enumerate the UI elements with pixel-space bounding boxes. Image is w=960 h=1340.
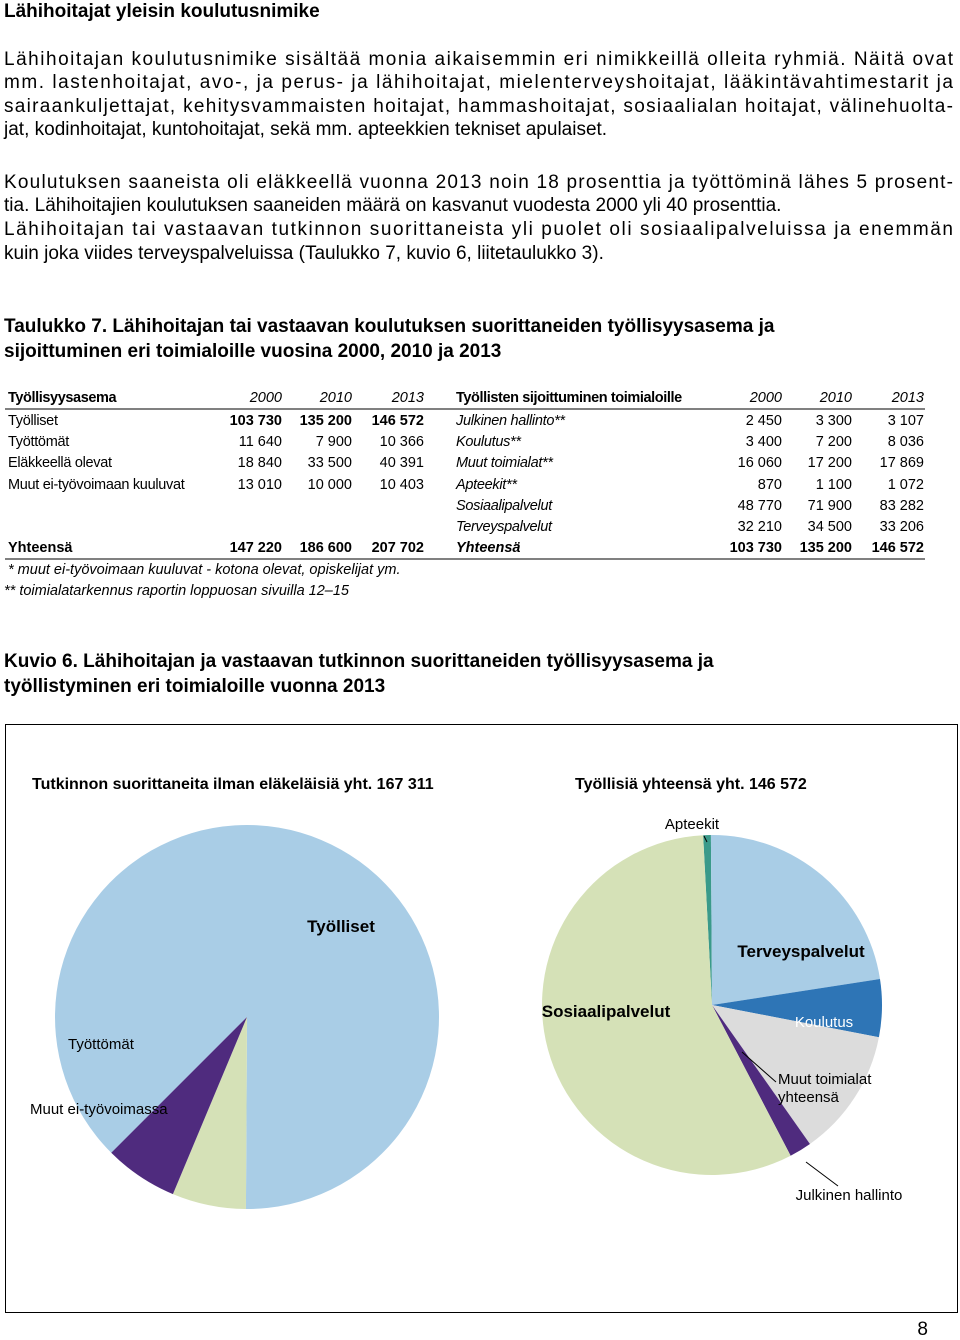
pie-slice — [541, 835, 791, 1176]
table-cell: Koulutus** — [456, 434, 522, 450]
table-note: * muut ei-työvoimaan kuuluvat - kotona o… — [8, 562, 401, 578]
table-cell: 17 200 — [808, 455, 852, 471]
figure-caption: työllistyminen eri toimialoille vuonna 2… — [4, 676, 385, 697]
table-header: 2000 — [249, 390, 282, 406]
paragraph-line: jat, kodinhoitajat, kuntohoitajat, sekä … — [3, 119, 607, 140]
table-cell: 48 770 — [738, 498, 782, 514]
table-cell: 33 500 — [308, 455, 352, 471]
table-note: ** toimialatarkennus raportin loppuosan … — [4, 583, 350, 599]
pie-label: Muut ei-työvoimassa — [30, 1101, 168, 1118]
table-cell: Muut toimialat** — [456, 455, 554, 471]
table-total: Yhteensä — [456, 540, 520, 556]
table-cell: 8 036 — [888, 434, 924, 450]
table-cell: 3 107 — [888, 413, 924, 429]
table-cell: 11 640 — [239, 434, 282, 450]
table-cell: Eläkkeellä olevat — [8, 455, 112, 471]
table-header: 2010 — [319, 390, 352, 406]
table-cell: 40 391 — [380, 455, 424, 471]
table-cell: 135 200 — [300, 413, 352, 429]
table-total: 135 200 — [800, 540, 852, 556]
table-cell: 1 100 — [816, 477, 852, 493]
table-cell: Sosiaalipalvelut — [456, 498, 553, 514]
table-total: 146 572 — [872, 540, 924, 556]
table-cell: 32 210 — [738, 519, 782, 535]
leader-line — [741, 1051, 777, 1083]
heading: Lähihoitajat yleisin koulutusnimike — [4, 1, 320, 22]
leader-line — [805, 1161, 839, 1187]
table-cell: 103 730 — [230, 413, 282, 429]
table-cell: 83 282 — [880, 498, 924, 514]
pie-slice — [712, 978, 883, 1038]
table-total: 186 600 — [300, 540, 352, 556]
chart-title: Työllisiä yhteensä yht. 146 572 — [575, 776, 807, 793]
table-cell: 870 — [758, 477, 782, 493]
table-cell: 16 060 — [738, 455, 782, 471]
pie-slice — [712, 1005, 879, 1144]
table-title: sijoittuminen eri toimialoille vuosina 2… — [4, 341, 501, 362]
pie-label: Sosiaalipalvelut — [541, 1002, 671, 1021]
pie-label: Muut toimialat yhteensä — [778, 1071, 872, 1106]
table-header: 2013 — [891, 390, 924, 406]
pie-slice — [712, 1005, 810, 1156]
table-total: 103 730 — [730, 540, 782, 556]
page-number: 8 — [917, 1319, 928, 1340]
table-cell: 10 000 — [308, 477, 352, 493]
paragraph-line: mm. lastenhoitajat, avo-, ja perus- ja l… — [4, 72, 953, 93]
pie-label: Työlliset — [307, 917, 375, 936]
leader-line — [703, 835, 708, 843]
paragraph-line: kuin joka viides terveyspalveluissa (Tau… — [4, 243, 604, 264]
table-cell: 7 900 — [316, 434, 352, 450]
paragraph-line: Lähihoitajan koulutusnimike sisältää mon… — [4, 49, 954, 70]
table-header: 2000 — [749, 390, 782, 406]
table-header: Työllisten sijoittuminen toimialoille — [456, 390, 682, 406]
pie-label: Koulutus — [794, 1014, 854, 1031]
table-cell: Työttömät — [8, 434, 69, 450]
table-cell: 10 366 — [380, 434, 424, 450]
pie-slice — [703, 835, 712, 1005]
table-header: 2013 — [391, 390, 424, 406]
table-cell: 33 206 — [880, 519, 924, 535]
table-total: 207 702 — [372, 540, 424, 556]
table-cell: Työlliset — [8, 413, 58, 429]
figure-caption: Kuvio 6. Lähihoitajan ja vastaavan tutki… — [4, 651, 714, 672]
table-title: Taulukko 7. Lähihoitajan tai vastaavan k… — [4, 316, 775, 337]
table-cell: 13 010 — [238, 477, 282, 493]
paragraph-line: sairaankuljettajat, kehitysvammaisten ho… — [4, 96, 953, 117]
pie-label: Julkinen hallinto — [795, 1187, 903, 1204]
table-cell: 10 403 — [380, 477, 424, 493]
table-cell: 3 300 — [816, 413, 852, 429]
table-cell: 7 200 — [816, 434, 852, 450]
pie-label: Terveyspalvelut — [737, 942, 865, 961]
table-cell: Muut ei-työvoimaan kuuluvat — [8, 477, 185, 493]
table-cell: 3 400 — [746, 434, 782, 450]
paragraph-line: Lähihoitajan tai vastaavan tutkinnon suo… — [4, 219, 953, 240]
table-header: Työllisyysasema — [8, 390, 118, 406]
paragraph-line: Koulutuksen saaneista oli eläkkeellä vuo… — [4, 172, 953, 193]
table-cell: Terveyspalvelut — [456, 519, 553, 535]
table-cell: 34 500 — [808, 519, 852, 535]
table-cell: Julkinen hallinto** — [455, 413, 566, 429]
table-cell: 1 072 — [888, 477, 924, 493]
figure-frame — [5, 724, 958, 1313]
table-cell: 17 869 — [880, 455, 924, 471]
table-cell: 71 900 — [808, 498, 852, 514]
table-cell: 2 450 — [746, 413, 782, 429]
paragraph-line: tia. Lähihoitajien koulutuksen saaneiden… — [4, 195, 781, 216]
pie-slice — [111, 1017, 247, 1195]
table-cell: 18 840 — [238, 455, 282, 471]
table-total: Yhteensä — [8, 540, 73, 556]
table-header: 2010 — [819, 390, 852, 406]
pie-slice — [55, 825, 440, 1210]
table-cell: Apteekit** — [455, 477, 518, 493]
pie-label: Työttömät — [68, 1036, 134, 1053]
pie-slice — [172, 1017, 247, 1209]
table-total: 147 220 — [230, 540, 282, 556]
chart-title: Tutkinnon suorittaneita ilman eläkeläisi… — [32, 776, 434, 793]
table-cell: 146 572 — [372, 413, 424, 429]
pie-label: Apteekit — [664, 816, 720, 833]
pie-slice — [710, 835, 880, 1005]
